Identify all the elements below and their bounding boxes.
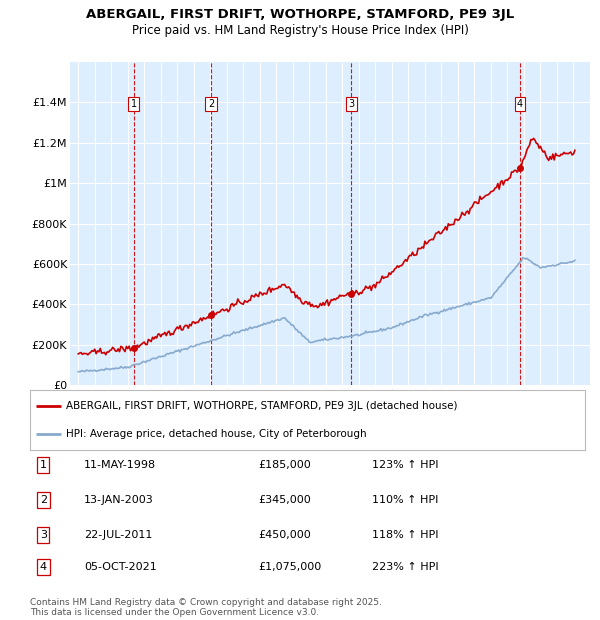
Text: 05-OCT-2021: 05-OCT-2021: [84, 562, 157, 572]
Text: Contains HM Land Registry data © Crown copyright and database right 2025.: Contains HM Land Registry data © Crown c…: [30, 598, 382, 607]
Text: 11-MAY-1998: 11-MAY-1998: [84, 460, 156, 470]
Text: HPI: Average price, detached house, City of Peterborough: HPI: Average price, detached house, City…: [66, 429, 367, 439]
Text: 223% ↑ HPI: 223% ↑ HPI: [372, 562, 439, 572]
Text: 118% ↑ HPI: 118% ↑ HPI: [372, 530, 439, 540]
Text: 1: 1: [40, 460, 47, 470]
Text: 3: 3: [40, 530, 47, 540]
Text: 110% ↑ HPI: 110% ↑ HPI: [372, 495, 439, 505]
Text: ABERGAIL, FIRST DRIFT, WOTHORPE, STAMFORD, PE9 3JL (detached house): ABERGAIL, FIRST DRIFT, WOTHORPE, STAMFOR…: [66, 401, 458, 411]
Text: ABERGAIL, FIRST DRIFT, WOTHORPE, STAMFORD, PE9 3JL: ABERGAIL, FIRST DRIFT, WOTHORPE, STAMFOR…: [86, 8, 514, 21]
Text: 1: 1: [131, 99, 137, 109]
Text: 4: 4: [40, 562, 47, 572]
Text: This data is licensed under the Open Government Licence v3.0.: This data is licensed under the Open Gov…: [30, 608, 319, 617]
Text: 4: 4: [517, 99, 523, 109]
Text: 13-JAN-2003: 13-JAN-2003: [84, 495, 154, 505]
Text: Price paid vs. HM Land Registry's House Price Index (HPI): Price paid vs. HM Land Registry's House …: [131, 24, 469, 37]
Text: £345,000: £345,000: [258, 495, 311, 505]
Text: 22-JUL-2011: 22-JUL-2011: [84, 530, 152, 540]
Text: £185,000: £185,000: [258, 460, 311, 470]
Text: 3: 3: [349, 99, 355, 109]
Text: 123% ↑ HPI: 123% ↑ HPI: [372, 460, 439, 470]
Text: £450,000: £450,000: [258, 530, 311, 540]
Text: 2: 2: [208, 99, 214, 109]
Text: 2: 2: [40, 495, 47, 505]
Text: £1,075,000: £1,075,000: [258, 562, 321, 572]
